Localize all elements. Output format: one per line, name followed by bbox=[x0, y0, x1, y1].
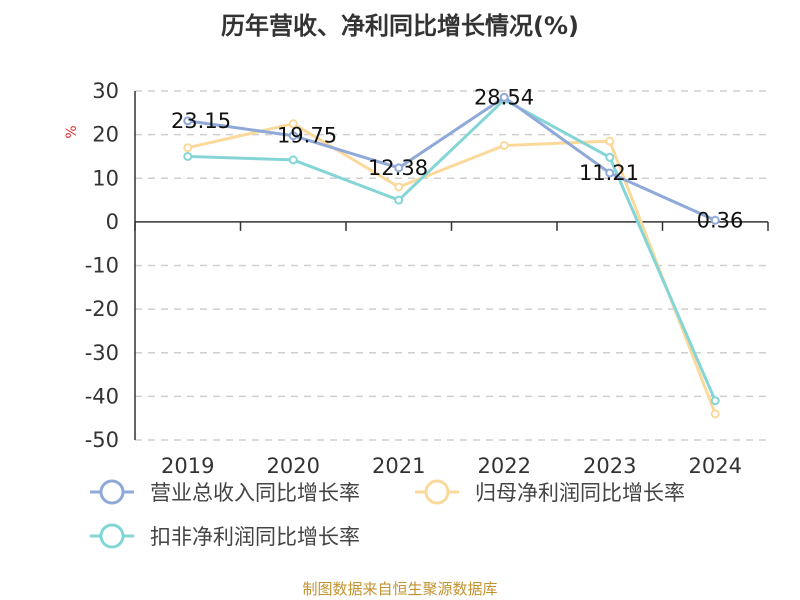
x-tick-label: 2019 bbox=[161, 454, 214, 478]
series-line bbox=[187, 122, 717, 415]
data-point bbox=[288, 131, 298, 141]
data-point bbox=[605, 168, 615, 178]
data-point bbox=[394, 163, 404, 173]
data-label: 23.15 bbox=[171, 109, 231, 133]
data-label: 28.54 bbox=[474, 85, 534, 109]
legend-label: 营业总收入同比增长率 bbox=[150, 481, 360, 505]
data-point bbox=[394, 195, 404, 205]
legend-item[interactable]: 营业总收入同比增长率 bbox=[90, 479, 360, 505]
y-tick-label: -50 bbox=[85, 428, 119, 452]
legend-label: 扣非净利润同比增长率 bbox=[150, 525, 360, 549]
data-label: 12.38 bbox=[368, 156, 428, 180]
data-point bbox=[710, 396, 720, 406]
x-tick-label: 2023 bbox=[583, 454, 636, 478]
legend-marker bbox=[424, 479, 450, 505]
data-point bbox=[605, 152, 615, 162]
data-point bbox=[499, 141, 509, 151]
series-group: 23.15 19.75 12.38 28.54 11.21 0.36 bbox=[171, 85, 744, 419]
series-line bbox=[187, 98, 717, 402]
legend-marker bbox=[99, 523, 125, 549]
data-label: 0.36 bbox=[697, 208, 744, 232]
y-tick-label: -20 bbox=[85, 297, 119, 321]
grid bbox=[135, 90, 768, 441]
chart-title: 历年营收、净利同比增长情况(%) bbox=[221, 12, 579, 40]
data-point bbox=[183, 143, 193, 153]
x-tick-label: 2022 bbox=[478, 454, 531, 478]
y-axis-label: % bbox=[64, 125, 80, 138]
y-tick-label: -10 bbox=[85, 254, 119, 278]
x-tick-label: 2024 bbox=[689, 454, 742, 478]
y-axis: 30 20 10 0 -10 -20 -30 -40 -50 bbox=[85, 79, 136, 452]
data-point bbox=[183, 116, 193, 126]
y-tick-label: 30 bbox=[92, 79, 119, 103]
data-point bbox=[710, 409, 720, 419]
data-point bbox=[288, 119, 298, 129]
legend-item[interactable]: 扣非净利润同比增长率 bbox=[90, 523, 360, 549]
legend-marker bbox=[99, 479, 125, 505]
data-point bbox=[710, 215, 720, 225]
data-point bbox=[288, 155, 298, 165]
data-point bbox=[605, 136, 615, 146]
y-tick-label: 10 bbox=[92, 166, 119, 190]
x-tick-label: 2020 bbox=[267, 454, 320, 478]
data-point bbox=[183, 151, 193, 161]
x-tick-label: 2021 bbox=[372, 454, 425, 478]
y-tick-label: -40 bbox=[85, 384, 119, 408]
legend-label: 归母净利润同比增长率 bbox=[475, 481, 685, 505]
data-label: 11.21 bbox=[579, 161, 639, 185]
y-tick-label: 20 bbox=[92, 123, 119, 147]
footer-source: 制图数据来自恒生聚源数据库 bbox=[302, 580, 497, 598]
x-axis: 2019 2020 2021 2022 2023 2024 bbox=[134, 221, 769, 478]
y-tick-label: 0 bbox=[106, 210, 119, 234]
data-label: 19.75 bbox=[277, 124, 337, 148]
data-point bbox=[394, 182, 404, 192]
legend-item[interactable]: 归母净利润同比增长率 bbox=[415, 479, 685, 505]
data-point bbox=[499, 92, 509, 102]
y-tick-label: -30 bbox=[85, 341, 119, 365]
series-line bbox=[187, 95, 716, 222]
